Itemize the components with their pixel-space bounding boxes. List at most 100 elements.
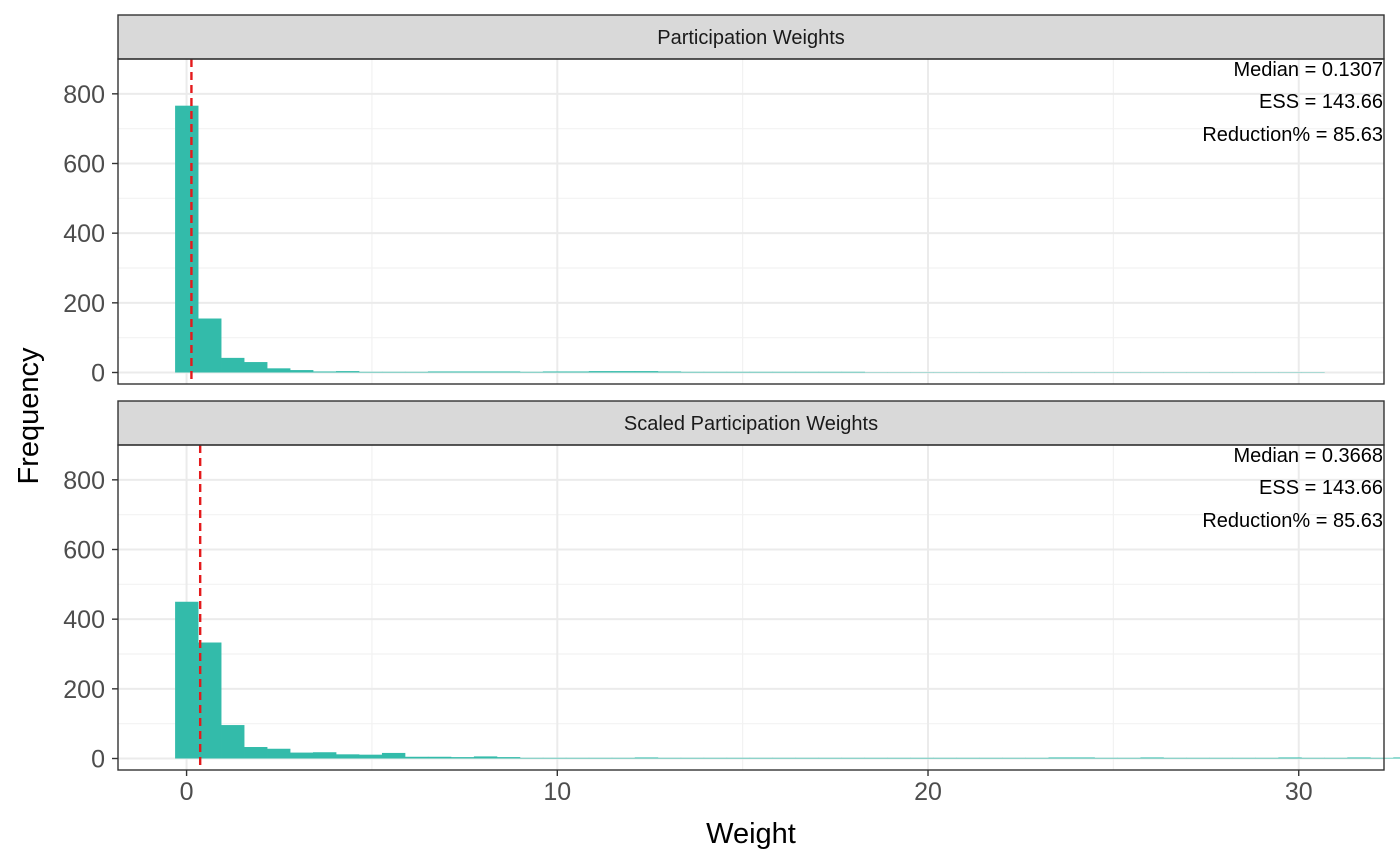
histogram-bar xyxy=(910,757,934,759)
y-tick-label: 0 xyxy=(91,746,105,774)
histogram-bar xyxy=(565,757,590,759)
histogram-bar xyxy=(1324,757,1348,759)
histogram-bar xyxy=(267,368,291,373)
histogram-bar xyxy=(634,371,659,373)
histogram-bar xyxy=(565,371,590,373)
y-axis-title: Frequency xyxy=(13,347,45,485)
histogram-bar xyxy=(588,371,613,373)
y-tick-label: 800 xyxy=(63,81,105,109)
histogram-bar xyxy=(887,757,911,759)
histogram-bar xyxy=(841,371,866,373)
histogram-bar xyxy=(1071,757,1095,759)
x-tick-label: 30 xyxy=(1285,778,1313,806)
reduction-annotation: Reduction% = 85.63 xyxy=(1202,124,1383,146)
histogram-bar xyxy=(772,757,797,759)
histogram-bar xyxy=(267,748,291,759)
histogram-bar xyxy=(312,752,337,759)
ess-annotation: ESS = 143.66 xyxy=(1259,91,1383,113)
histogram-bar xyxy=(1186,757,1210,759)
histogram-bar xyxy=(1370,757,1394,759)
x-axis: 0 10 20 30 xyxy=(180,770,1313,806)
histogram-bar xyxy=(496,371,521,373)
panel-strip xyxy=(117,400,1385,446)
ess-annotation: ESS = 143.66 xyxy=(1259,477,1383,499)
histogram-bar xyxy=(795,757,820,759)
histogram-bar xyxy=(496,757,521,759)
y-tick-label: 600 xyxy=(63,537,105,565)
histogram-bar xyxy=(335,754,360,759)
histogram-bar xyxy=(175,601,199,759)
panel-scaled-participation-weights: Scaled Participation Weights Median = 0.… xyxy=(63,400,1400,774)
histogram-bar xyxy=(726,757,751,759)
histogram-bar xyxy=(1347,757,1371,759)
histogram-bar xyxy=(726,371,751,373)
histogram-bar xyxy=(450,371,475,373)
histogram-bar xyxy=(312,371,337,373)
histogram-bar xyxy=(175,105,199,373)
histogram-bar xyxy=(1025,757,1049,759)
histogram-bar xyxy=(1002,757,1026,759)
histogram-bar xyxy=(657,757,682,759)
reduction-annotation: Reduction% = 85.63 xyxy=(1202,510,1383,532)
panel-title: Scaled Participation Weights xyxy=(624,413,878,435)
histogram-bar xyxy=(221,725,245,759)
panel-title: Participation Weights xyxy=(657,27,845,49)
histogram-bar xyxy=(381,752,406,759)
histogram-bar xyxy=(1117,757,1141,759)
histogram-bar xyxy=(381,371,406,373)
histogram-bar xyxy=(290,752,314,759)
y-tick-label: 800 xyxy=(63,467,105,495)
histogram-bar xyxy=(473,371,498,373)
histogram-bar xyxy=(1209,757,1233,759)
histogram-bar xyxy=(588,757,613,759)
histogram-bar xyxy=(1301,757,1325,759)
x-axis-title: Weight xyxy=(706,818,796,850)
histogram-bar xyxy=(427,756,452,759)
y-tick-label: 200 xyxy=(63,676,105,704)
histogram-bar xyxy=(611,371,636,373)
histogram-bar xyxy=(703,757,728,759)
histogram-bar xyxy=(542,371,567,373)
x-tick-label: 20 xyxy=(914,778,942,806)
panel-border xyxy=(117,444,1385,771)
histogram-bar xyxy=(703,371,728,373)
histogram-bar xyxy=(956,757,980,759)
histogram-bar xyxy=(933,757,957,759)
histogram-bar xyxy=(519,371,544,373)
histogram-bar xyxy=(198,318,222,373)
panel-strip xyxy=(117,14,1385,60)
histogram-bar xyxy=(749,371,774,373)
histogram-bar xyxy=(657,371,682,373)
histogram-bar xyxy=(427,371,452,373)
histogram-bar xyxy=(404,371,429,373)
histogram-bar xyxy=(1140,757,1164,759)
y-tick-label: 600 xyxy=(63,151,105,179)
histogram-bar xyxy=(634,757,659,759)
panel-background xyxy=(118,445,1384,770)
histogram-bar xyxy=(864,757,889,759)
histogram-bar xyxy=(611,757,636,759)
panel-participation-weights: Participation Weights Median = 0.1307 ES… xyxy=(63,14,1385,388)
x-tick-label: 0 xyxy=(180,778,194,806)
histogram-bar xyxy=(680,371,705,373)
histogram-bar xyxy=(749,757,774,759)
y-tick-label: 200 xyxy=(63,290,105,318)
histogram-bar xyxy=(1278,757,1302,759)
y-tick-label: 400 xyxy=(63,220,105,248)
histogram-bar xyxy=(358,371,383,373)
histogram-bar xyxy=(542,757,567,759)
x-tick-label: 10 xyxy=(543,778,571,806)
histogram-bar xyxy=(1232,757,1256,759)
histogram-bar xyxy=(1393,757,1400,759)
histogram-bar xyxy=(519,757,544,759)
panel-border xyxy=(117,58,1385,385)
histogram-bar xyxy=(473,756,498,759)
histogram-bar xyxy=(404,756,429,759)
histogram-bar xyxy=(818,757,843,759)
median-annotation: Median = 0.3668 xyxy=(1233,445,1383,467)
histogram-bar xyxy=(358,754,383,759)
histogram-bar xyxy=(1163,757,1187,759)
histogram-bar xyxy=(290,370,314,373)
histogram-bar xyxy=(1255,757,1279,759)
